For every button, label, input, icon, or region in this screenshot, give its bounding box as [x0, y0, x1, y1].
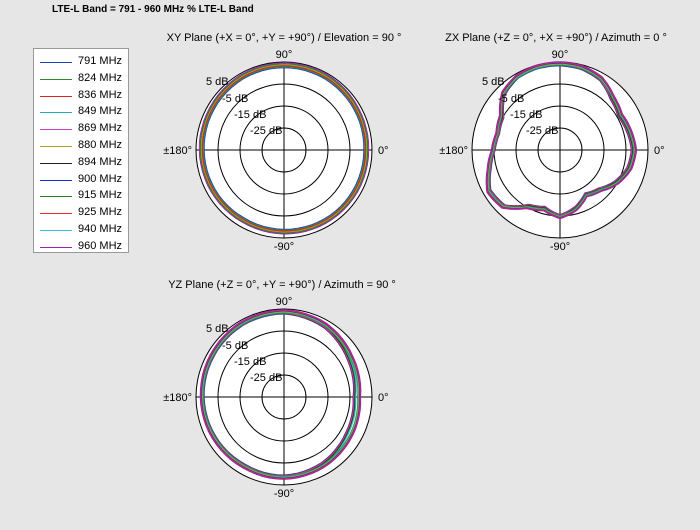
legend-label: 869 MHz — [78, 122, 123, 135]
legend-label: 880 MHz — [78, 139, 123, 151]
legend-swatch — [40, 196, 72, 198]
legend-swatch — [40, 112, 72, 114]
angle-label-right: 0° — [654, 145, 665, 157]
legend-label: 824 MHz — [78, 71, 123, 84]
series-trace — [200, 309, 361, 480]
legend-item: 791 MHz — [34, 54, 130, 71]
legend-swatch — [40, 230, 72, 231]
angle-label-left: ±180° — [163, 392, 192, 404]
legend-label: 894 MHz — [78, 155, 123, 168]
legend-swatch — [40, 146, 72, 147]
legend-swatch — [40, 213, 72, 215]
legend-swatch — [40, 129, 72, 131]
ring-label: -5 dB — [498, 93, 524, 105]
angle-label-right: 0° — [378, 392, 389, 404]
angle-label-top: 90° — [276, 296, 293, 308]
series-trace — [198, 62, 370, 235]
ring-label: -15 dB — [234, 109, 266, 121]
ring-label: -15 dB — [510, 109, 542, 121]
angle-label-bottom: -90° — [274, 241, 294, 253]
legend-swatch — [40, 62, 72, 63]
legend-item: 925 MHz — [34, 205, 130, 222]
legend-item: 915 MHz — [34, 188, 130, 205]
legend-swatch — [40, 78, 72, 80]
legend-label: 925 MHz — [78, 206, 123, 219]
series-trace — [202, 66, 366, 231]
series-trace — [202, 312, 359, 477]
angle-label-bottom: -90° — [274, 488, 294, 500]
legend: 791 MHz 824 MHz 836 MHz 849 MHz 869 MHz 880 M… — [33, 48, 129, 253]
series-trace — [201, 311, 360, 479]
series-trace — [203, 313, 355, 476]
legend-label: 836 MHz — [78, 88, 123, 101]
legend-item: 960 MHz — [34, 239, 130, 256]
angle-label-left: ±180° — [439, 145, 468, 157]
angle-label-left: ±180° — [163, 145, 192, 157]
ring-label: -15 dB — [234, 356, 266, 368]
legend-item: 824 MHz — [34, 71, 130, 88]
legend-item: 894 MHz — [34, 155, 130, 172]
legend-label: 900 MHz — [78, 172, 123, 185]
series-trace — [485, 61, 638, 220]
ring-label: -5 dB — [222, 93, 248, 105]
ring-label: -25 dB — [250, 372, 282, 384]
series-trace — [199, 309, 362, 480]
legend-label: 915 MHz — [78, 189, 123, 202]
ring-label: -5 dB — [222, 340, 248, 352]
series-trace — [200, 310, 361, 479]
legend-item: 900 MHz — [34, 172, 130, 189]
angle-label-bottom: -90° — [550, 241, 570, 253]
legend-label: 791 MHz — [78, 55, 123, 67]
ring-label: 5 dB — [206, 323, 229, 335]
ring-label: -25 dB — [526, 125, 558, 137]
plot-title: YZ Plane (+Z = 0°, +Y = +90°) / Azimuth … — [168, 279, 396, 291]
angle-label-top: 90° — [552, 49, 569, 61]
legend-item: 880 MHz — [34, 138, 130, 155]
legend-item: 836 MHz — [34, 88, 130, 105]
plot-title: ZX Plane (+Z = 0°, +X = +90°) / Azimuth … — [445, 32, 667, 44]
legend-swatch — [40, 162, 72, 164]
angle-label-right: 0° — [378, 145, 389, 157]
plot-title: XY Plane (+X = 0°, +Y = +90°) / Elevatio… — [167, 32, 402, 44]
ring-label: 5 dB — [482, 76, 505, 88]
legend-label: 940 MHz — [78, 223, 123, 235]
series-trace — [201, 65, 367, 232]
series-trace — [200, 64, 368, 233]
legend-swatch — [40, 246, 72, 248]
legend-swatch — [40, 179, 72, 181]
legend-label: 960 MHz — [78, 239, 123, 252]
ring-label: 5 dB — [206, 76, 229, 88]
legend-item: 849 MHz — [34, 104, 130, 121]
series-trace — [202, 311, 360, 478]
chart-main-title: LTE-L Band = 791 - 960 MHz % LTE-L Band — [52, 4, 254, 15]
ring-label: -25 dB — [250, 125, 282, 137]
series-trace — [203, 67, 365, 230]
legend-item: 940 MHz — [34, 222, 130, 239]
legend-item: 869 MHz — [34, 121, 130, 138]
angle-label-top: 90° — [276, 49, 293, 61]
legend-label: 849 MHz — [78, 105, 123, 118]
legend-swatch — [40, 95, 72, 97]
series-trace — [199, 63, 369, 234]
